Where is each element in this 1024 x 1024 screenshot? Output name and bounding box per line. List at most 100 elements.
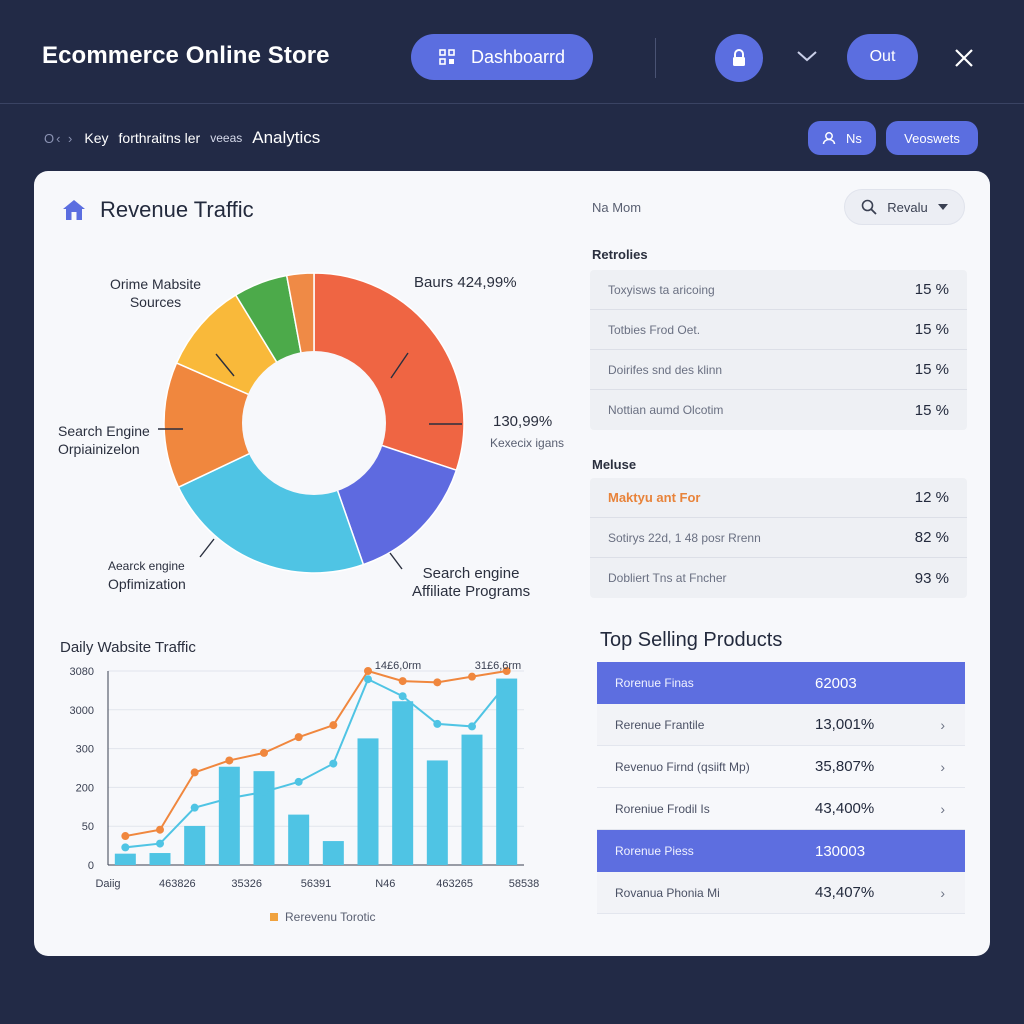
traffic-point[interactable] xyxy=(260,787,268,796)
pie-label-line: Search Engine xyxy=(58,423,150,439)
traffic-point[interactable] xyxy=(156,839,164,848)
traffic-bar[interactable] xyxy=(461,734,483,865)
traffic-line-1 xyxy=(125,677,508,849)
traffic-bar[interactable] xyxy=(218,766,240,865)
traffic-bar[interactable] xyxy=(288,814,310,865)
row-value: 15 % xyxy=(914,401,949,419)
table-row[interactable]: Doirifes snd des klinn 15 % xyxy=(590,350,967,390)
traffic-bar[interactable] xyxy=(184,825,206,865)
traffic-point[interactable] xyxy=(121,832,130,841)
home-icon xyxy=(63,200,85,220)
traffic-point[interactable] xyxy=(329,759,338,768)
y-tick-label: 3080 xyxy=(70,666,94,678)
traffic-point[interactable] xyxy=(156,825,164,834)
traffic-point[interactable] xyxy=(121,843,130,852)
product-value: 13,001% xyxy=(815,716,875,733)
y-tick-label: 200 xyxy=(76,782,94,794)
traffic-bar[interactable] xyxy=(426,760,448,865)
product-label: Rorenue Piess xyxy=(615,844,694,858)
table-row[interactable]: Nottian aumd Olcotim 15 % xyxy=(590,390,967,430)
traffic-point[interactable] xyxy=(364,667,372,675)
chevron-right-icon: › xyxy=(940,758,945,775)
revenue-search-dropdown[interactable]: Revalu xyxy=(844,189,965,225)
traffic-point[interactable] xyxy=(260,748,268,757)
views-button[interactable]: Veoswets xyxy=(886,121,978,155)
breadcrumb-key[interactable]: Key xyxy=(84,130,109,146)
meluse-heading: Meluse xyxy=(592,457,637,472)
y-tick-label: 0 xyxy=(88,860,94,872)
row-label: Toxyisws ta aricoing xyxy=(608,282,715,297)
breadcrumb-middle[interactable]: forthraitns ler xyxy=(118,130,201,146)
table-row[interactable]: Revenuo Firnd (qsiift Mp) 35,807% › xyxy=(597,746,965,788)
traffic-point[interactable] xyxy=(502,679,511,688)
search-label: Revalu xyxy=(887,199,928,215)
ns-button[interactable]: Ns xyxy=(808,121,876,155)
close-icon xyxy=(955,49,973,67)
table-row[interactable]: Roreniue Frodil Is 43,400% › xyxy=(597,788,965,830)
close-button[interactable] xyxy=(950,44,978,72)
product-value: 35,807% xyxy=(815,758,875,775)
table-row[interactable]: Toxyisws ta aricoing 15 % xyxy=(590,270,967,310)
traffic-point[interactable] xyxy=(398,677,407,686)
lock-button[interactable] xyxy=(715,34,763,82)
table-row[interactable]: Rovanua Phonia Mi 43,407% › xyxy=(597,872,965,914)
account-dropdown-button[interactable] xyxy=(794,44,820,68)
out-button[interactable]: Out xyxy=(847,34,918,80)
app-title: Ecommerce Online Store xyxy=(42,42,330,69)
breadcrumb-nav-arrows[interactable]: O‹ › xyxy=(44,130,75,146)
traffic-bar[interactable] xyxy=(322,841,344,865)
table-row[interactable]: Sotirys 22d, 1 48 posr Rrenn 82 % xyxy=(590,518,967,558)
chevron-right-icon: › xyxy=(940,884,945,901)
x-tick-label: 58538 xyxy=(509,878,540,890)
traffic-point[interactable] xyxy=(190,768,199,777)
traffic-point[interactable] xyxy=(433,678,442,687)
row-value: 15 % xyxy=(914,321,949,338)
chart-annotation: 31£6,6rm xyxy=(475,660,521,672)
traffic-point[interactable] xyxy=(364,675,372,684)
traffic-point[interactable] xyxy=(468,672,476,681)
traffic-point[interactable] xyxy=(190,803,199,812)
table-row[interactable]: Totbies Frod Oet. 15 % xyxy=(590,310,967,350)
dashboard-label: Dashboarrd xyxy=(470,46,566,67)
table-row[interactable]: Rerenue Frantile 13,001% › xyxy=(597,704,965,746)
row-value: 12 % xyxy=(914,489,949,506)
pie-label-website-sources: Orime Mabsite Sources xyxy=(110,275,201,311)
x-tick-label: 56391 xyxy=(301,878,332,890)
pie-label-line: Search engine xyxy=(422,565,520,582)
product-value: 62003 xyxy=(815,674,857,692)
traffic-bar[interactable] xyxy=(357,738,379,865)
traffic-bar[interactable] xyxy=(114,853,136,865)
pie-label-top-right: Baurs 424,99% xyxy=(414,274,517,291)
topbar-divider xyxy=(655,38,656,78)
table-row[interactable]: Maktyu ant For 12 % xyxy=(590,478,967,518)
traffic-chart-title: Daily Wabsite Traffic xyxy=(60,639,196,656)
donut-hole xyxy=(242,351,386,495)
pie-label-line: Orpiainizelon xyxy=(58,441,140,457)
traffic-point[interactable] xyxy=(433,719,442,728)
table-row[interactable]: Rorenue Piess 130003 xyxy=(597,830,965,872)
caret-down-icon xyxy=(937,204,948,210)
traffic-bar[interactable] xyxy=(496,678,518,865)
traffic-point[interactable] xyxy=(468,722,476,731)
traffic-point[interactable] xyxy=(329,721,338,730)
pie-label-line: Aearck engine xyxy=(108,559,185,573)
traffic-point[interactable] xyxy=(502,667,511,675)
table-row[interactable]: Dobliert Tns at Fncher 93 % xyxy=(590,558,967,598)
donut-slice-3[interactable] xyxy=(163,361,316,489)
search-icon xyxy=(861,199,877,215)
chevron-down-icon xyxy=(797,51,817,62)
traffic-point[interactable] xyxy=(294,777,303,786)
product-value: 43,400% xyxy=(815,800,875,817)
traffic-point[interactable] xyxy=(398,692,407,701)
traffic-point[interactable] xyxy=(294,733,303,742)
card-title: Revenue Traffic xyxy=(62,197,254,223)
row-value: 15 % xyxy=(914,361,949,378)
traffic-point[interactable] xyxy=(225,794,234,803)
traffic-bar[interactable] xyxy=(253,771,275,865)
traffic-point[interactable] xyxy=(225,756,234,765)
dashboard-button[interactable]: Dashboarrd xyxy=(411,34,593,80)
table-row[interactable]: Rorenue Finas 62003 xyxy=(597,662,965,704)
dashboard-icon xyxy=(439,49,455,65)
traffic-bar[interactable] xyxy=(149,853,171,865)
traffic-bar[interactable] xyxy=(392,701,414,865)
